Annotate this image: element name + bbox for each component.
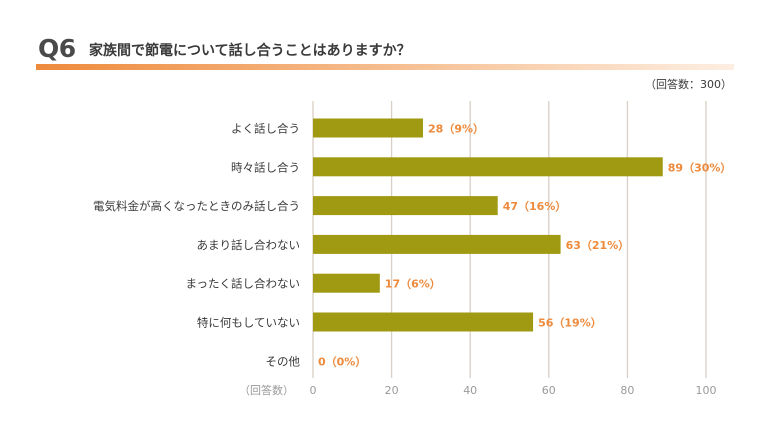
bar [313, 234, 561, 254]
bar [313, 312, 534, 332]
x-tick-label: 80 [620, 384, 634, 397]
question-number: Q6 [38, 34, 76, 63]
category-label: 電気料金が高くなったときのみ話し合う [93, 199, 300, 213]
bars [313, 118, 663, 332]
data-label: 63（21%） [566, 239, 630, 252]
question-title: 家族間で節電について話し合うことはありますか？ [89, 43, 411, 59]
data-label: 17（6%） [385, 278, 441, 291]
category-label: まったく話し合わない [185, 277, 300, 291]
x-tick-label: 100 [696, 384, 717, 397]
labels: よく話し合う 28（9%） 時々話し合う 89（30%） 電気料金が高くなったときのみ話… [93, 122, 731, 369]
bar [313, 273, 380, 293]
data-label: 0（0%） [318, 355, 366, 368]
x-tick-label: 40 [463, 384, 477, 397]
x-tick-label: 60 [542, 384, 556, 397]
bar [313, 157, 663, 177]
respondent-count: （回答数：300） [645, 78, 732, 91]
data-label: 56（19%） [538, 317, 602, 330]
x-tick-label: 20 [385, 384, 399, 397]
bar [313, 196, 498, 216]
data-label: 28（9%） [428, 123, 484, 136]
category-label: その他 [266, 354, 301, 368]
category-label: 時々話し合う [231, 160, 300, 174]
x-tick-label: 0 [310, 384, 317, 397]
bar [313, 118, 424, 138]
category-label: あまり話し合わない [197, 238, 301, 252]
x-axis-label: （回答数） [239, 383, 294, 397]
category-label: よく話し合う [231, 122, 300, 136]
title-underline [36, 64, 734, 70]
data-label: 47（16%） [503, 200, 567, 213]
category-label: 特に何もしていない [197, 316, 300, 330]
data-label: 89（30%） [668, 161, 732, 174]
x-axis: 0 20 40 60 80 100 （回答数） [239, 383, 717, 397]
